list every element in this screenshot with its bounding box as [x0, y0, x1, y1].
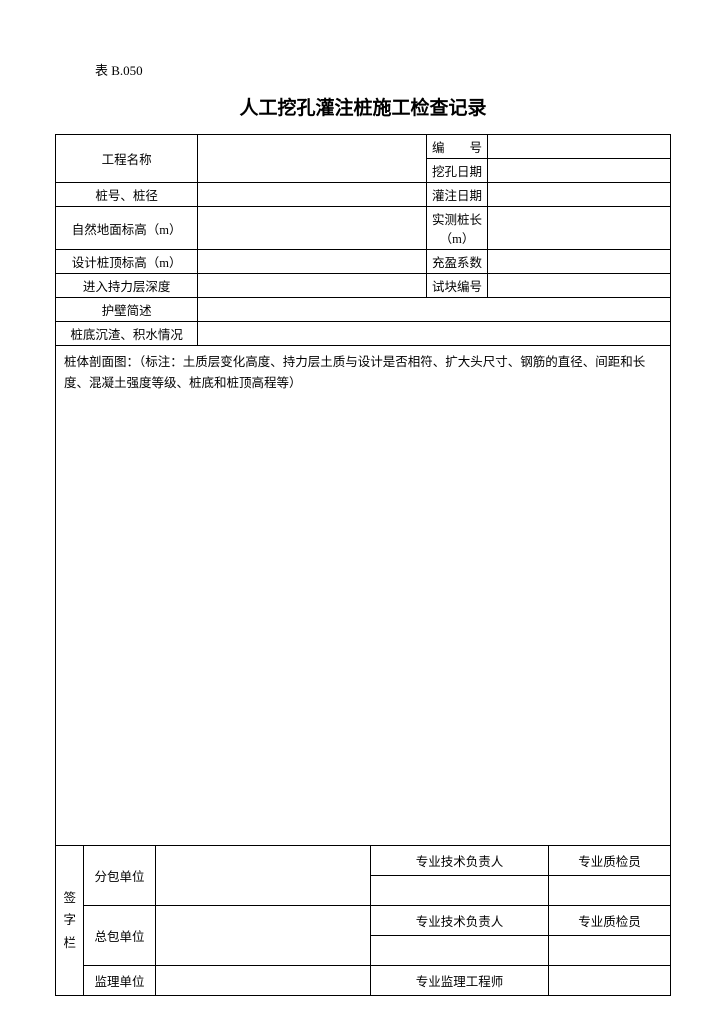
pile-no-dia-value: [198, 183, 427, 207]
sub-tech-lead-label: 专业技术负责人: [371, 846, 549, 876]
drill-date-label: 挖孔日期: [427, 159, 488, 183]
ground-elev-value: [198, 207, 427, 250]
table-number: 表 B.050: [95, 60, 671, 79]
drill-date-value: [487, 159, 670, 183]
supervise-unit-label: 监理单位: [84, 966, 155, 996]
main-qc-label: 专业质检员: [548, 906, 670, 936]
sediment-value: [198, 322, 671, 346]
main-qc-value: [548, 936, 670, 966]
main-unit-value: [155, 906, 370, 966]
fill-coef-label: 充盈系数: [427, 250, 488, 274]
page-title: 人工挖孔灌注桩施工检查记录: [55, 93, 671, 120]
pour-date-value: [487, 183, 670, 207]
project-name-label: 工程名称: [56, 135, 198, 183]
sub-qc-value: [548, 876, 670, 906]
pour-date-label: 灌注日期: [427, 183, 488, 207]
supervise-eng-value: [548, 966, 670, 996]
measured-len-label: 实测桩长（m）: [427, 207, 488, 250]
wall-desc-label: 护壁简述: [56, 298, 198, 322]
main-tech-lead-value: [371, 936, 549, 966]
design-top-elev-label: 设计桩顶标高（m）: [56, 250, 198, 274]
block-no-label: 试块编号: [427, 274, 488, 298]
bearing-depth-label: 进入持力层深度: [56, 274, 198, 298]
profile-section: 桩体剖面图：（标注：土质层变化高度、持力层土质与设计是否相符、扩大头尺寸、钢筋的…: [56, 346, 671, 846]
signature-column-label: 签字栏: [56, 846, 84, 996]
serial-label: 编 号: [427, 135, 488, 159]
measured-len-value: [487, 207, 670, 250]
form-table: 工程名称 编 号 挖孔日期 桩号、桩径 灌注日期 自然地面标高（m） 实测桩长（…: [55, 134, 671, 996]
sediment-label: 桩底沉渣、积水情况: [56, 322, 198, 346]
main-unit-label: 总包单位: [84, 906, 155, 966]
sub-qc-label: 专业质检员: [548, 846, 670, 876]
sub-tech-lead-value: [371, 876, 549, 906]
project-name-value: [198, 135, 427, 183]
design-top-elev-value: [198, 250, 427, 274]
sub-unit-value: [155, 846, 370, 906]
pile-no-dia-label: 桩号、桩径: [56, 183, 198, 207]
bearing-depth-value: [198, 274, 427, 298]
wall-desc-value: [198, 298, 671, 322]
main-tech-lead-label: 专业技术负责人: [371, 906, 549, 936]
ground-elev-label: 自然地面标高（m）: [56, 207, 198, 250]
serial-value: [487, 135, 670, 159]
sub-unit-label: 分包单位: [84, 846, 155, 906]
block-no-value: [487, 274, 670, 298]
fill-coef-value: [487, 250, 670, 274]
supervise-eng-label: 专业监理工程师: [371, 966, 549, 996]
supervise-unit-value: [155, 966, 370, 996]
